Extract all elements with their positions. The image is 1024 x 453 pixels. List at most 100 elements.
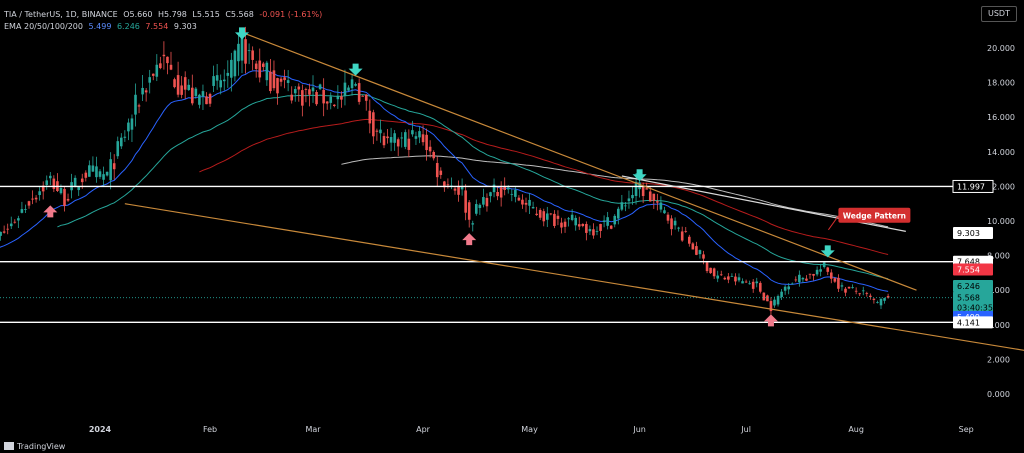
x-tick-label: Jun xyxy=(632,425,646,434)
candle-body xyxy=(503,186,506,190)
candle-body xyxy=(492,184,496,193)
candle-body xyxy=(446,184,450,186)
candle-body xyxy=(368,110,372,124)
candle-body xyxy=(556,215,560,219)
candle-body xyxy=(698,250,702,255)
candle-body xyxy=(808,273,812,275)
high-value: H5.798 xyxy=(157,10,187,19)
candle-body xyxy=(443,181,446,188)
candle-body xyxy=(230,59,233,78)
candle-body xyxy=(734,276,737,282)
candle-body xyxy=(183,77,187,90)
candle-body xyxy=(560,222,563,228)
branding-label: TradingView xyxy=(17,442,66,451)
candle-body xyxy=(379,129,382,134)
candle-body xyxy=(666,214,670,221)
candle-body xyxy=(833,278,837,282)
up-arrow-marker xyxy=(43,205,58,218)
candle-body xyxy=(585,223,588,233)
candle-body xyxy=(741,281,744,284)
candle-body xyxy=(751,281,755,289)
candle-body xyxy=(191,87,194,104)
candle-body xyxy=(279,78,283,82)
candle-body xyxy=(641,186,645,197)
candle-body xyxy=(336,95,340,100)
currency-button[interactable]: USDT xyxy=(981,6,1017,22)
tradingview-logo: TradingView xyxy=(4,442,65,451)
candle-body xyxy=(695,246,698,255)
candle-body xyxy=(844,288,847,293)
candle-body xyxy=(226,72,230,76)
candle-body xyxy=(613,215,617,225)
candle-body xyxy=(364,94,368,101)
candle-body xyxy=(237,43,240,62)
candle-body xyxy=(31,198,34,200)
candle-body xyxy=(428,146,432,152)
candle-body xyxy=(475,204,478,214)
candle-body xyxy=(98,171,102,177)
candle-body xyxy=(798,274,801,283)
down-arrow-marker xyxy=(820,245,835,258)
candle-body xyxy=(677,227,680,229)
candle-body xyxy=(219,80,222,88)
candle-body xyxy=(869,295,872,298)
price-tag-label: 11.997 xyxy=(957,182,985,191)
candle-body xyxy=(769,301,773,312)
candle-body xyxy=(386,136,389,139)
candle-body xyxy=(549,213,553,215)
candle-body xyxy=(439,170,443,175)
candle-body xyxy=(325,101,329,104)
y-tick-label: 12.000 xyxy=(987,182,1015,191)
candle-body xyxy=(581,223,585,226)
candle-body xyxy=(691,243,695,250)
candle-body xyxy=(389,137,393,143)
y-tick-label: 18.000 xyxy=(987,79,1015,88)
candle-body xyxy=(766,295,769,302)
candle-body xyxy=(663,210,666,214)
candle-body xyxy=(354,84,357,86)
candle-body xyxy=(73,177,77,188)
candle-body xyxy=(400,137,404,139)
candle-body xyxy=(361,95,364,97)
candle-body xyxy=(382,136,386,146)
ema200-value: 9.303 xyxy=(173,22,197,31)
candle-body xyxy=(414,136,418,139)
candle-body xyxy=(815,269,819,275)
candle-body xyxy=(66,198,70,201)
change-value: -0.091 (-1.61%) xyxy=(259,10,323,19)
candle-body xyxy=(659,202,663,210)
candle-body xyxy=(620,202,624,210)
candle-body xyxy=(716,275,719,279)
candle-body xyxy=(272,70,276,89)
candle-body xyxy=(787,286,790,290)
candle-body xyxy=(727,276,730,280)
y-tick-label: 10.000 xyxy=(987,217,1015,226)
candle-body xyxy=(790,283,794,285)
candle-body xyxy=(105,171,109,176)
candle-body xyxy=(673,220,677,226)
candle-body xyxy=(656,201,659,203)
candle-body xyxy=(535,213,538,215)
candle-body xyxy=(233,50,237,77)
candle-body xyxy=(830,272,833,279)
candle-body xyxy=(262,63,265,67)
y-tick-label: 16.000 xyxy=(987,113,1015,122)
up-arrow-marker xyxy=(763,314,778,327)
candle-body xyxy=(577,224,581,227)
candle-body xyxy=(283,77,286,81)
candle-body xyxy=(109,159,112,181)
candle-body xyxy=(688,236,691,244)
down-arrow-marker xyxy=(348,63,363,76)
candle-body xyxy=(854,290,858,292)
candle-body xyxy=(546,213,549,220)
candle-body xyxy=(432,152,435,159)
candle-body xyxy=(6,228,9,230)
candle-body xyxy=(418,131,421,138)
trendline-lower xyxy=(124,203,1024,351)
candle-body xyxy=(176,75,180,95)
candle-body xyxy=(588,229,592,232)
candle-body xyxy=(340,96,343,100)
ema-label: EMA 20/50/100/200 xyxy=(4,22,83,31)
price-tag-label: 03:40:35 xyxy=(957,304,993,313)
